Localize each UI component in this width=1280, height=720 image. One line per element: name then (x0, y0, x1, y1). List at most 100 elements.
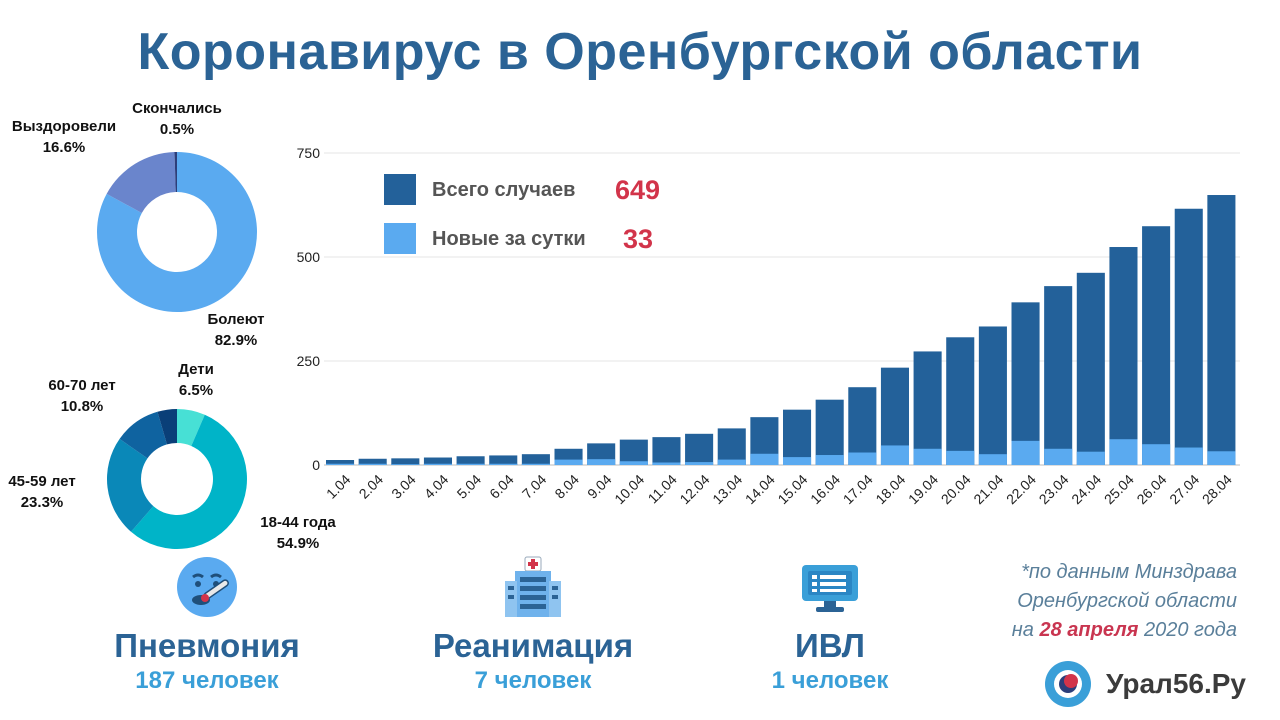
status-donut-slice-label: Выздоровели (12, 118, 116, 135)
status-donut-slice (96, 152, 257, 312)
age-donut-slice-value: 54.9% (277, 535, 320, 552)
stat-pneumonia-value: 187 человек (135, 667, 279, 694)
bar-new (880, 445, 910, 465)
bar-new (391, 464, 420, 465)
bar-total (1109, 247, 1138, 465)
bar-total (391, 458, 420, 465)
bar-new (554, 459, 583, 465)
bar-total (1044, 286, 1073, 465)
sick-face-thermometer-icon (177, 557, 237, 617)
x-tick-label: 17.04 (840, 471, 876, 507)
bar-total (521, 454, 550, 465)
bar-new (978, 454, 1007, 465)
source-note: *по данным Минздрава Оренбургской област… (917, 558, 1237, 645)
bar-total (1011, 302, 1040, 465)
y-tick-label: 250 (297, 353, 321, 369)
bar-total (913, 351, 942, 465)
x-tick-label: 8.04 (551, 471, 582, 502)
x-tick-label: 5.04 (454, 471, 485, 502)
age-donut-slice-value: 10.8% (61, 398, 104, 415)
bar-new (717, 459, 746, 465)
x-tick-label: 1.04 (323, 471, 354, 502)
bar-new (1174, 447, 1203, 465)
x-tick-label: 15.04 (774, 471, 810, 507)
x-tick-label: 2.04 (356, 471, 387, 502)
legend-value: 649 (615, 175, 660, 205)
x-tick-label: 26.04 (1133, 471, 1169, 507)
bar-new (358, 463, 387, 465)
bar-new (1142, 444, 1171, 465)
status-donut-chart: Болеют 82.9% Выздоровели 16.6% Скончались 0.5… (12, 100, 265, 349)
bar-total (358, 458, 387, 465)
bar-total (489, 455, 518, 465)
x-tick-label: 9.04 (584, 471, 615, 502)
age-donut-slice-label: Дети (178, 361, 214, 378)
source-date: 28 апреля (1039, 619, 1139, 641)
ventilator-monitor-icon (802, 565, 858, 612)
bar-total (619, 439, 648, 465)
x-tick-label: 13.04 (709, 471, 745, 507)
bar-total (326, 460, 355, 465)
bar-total (783, 409, 812, 465)
x-tick-label: 7.04 (519, 471, 550, 502)
x-tick-label: 20.04 (938, 471, 974, 507)
bar-new (652, 462, 681, 465)
stat-icu: Реанимация 7 человек (383, 555, 683, 695)
legend-swatch (384, 223, 416, 254)
age-donut-slice (131, 414, 247, 549)
stat-pneumonia-title: Пневмония (114, 627, 300, 664)
stat-ventilator: ИВЛ 1 человек (680, 555, 980, 695)
y-tick-label: 750 (297, 145, 321, 161)
bar-new (1011, 440, 1040, 465)
bar-new (815, 455, 844, 465)
status-donut-slice-value: 0.5% (160, 121, 194, 138)
x-tick-label: 25.04 (1101, 471, 1137, 507)
bar-new (1044, 448, 1073, 465)
bar-total (815, 399, 844, 465)
brand-name: Урал56.Ру (1106, 668, 1246, 699)
status-donut-slice (174, 152, 177, 193)
x-tick-label: 4.04 (421, 471, 452, 502)
x-tick-label: 24.04 (1068, 471, 1104, 507)
status-donut-slice (106, 152, 176, 213)
stat-ventilator-value: 1 человек (771, 667, 889, 694)
x-tick-label: 21.04 (970, 471, 1006, 507)
bar-total (848, 387, 877, 465)
stat-icu-title: Реанимация (432, 627, 634, 664)
age-donut-slice-label: 45-59 лет (8, 473, 75, 490)
source-prefix: на (1011, 619, 1034, 641)
source-line-3: на 28 апреля 2020 года (917, 616, 1237, 645)
bar-total (652, 437, 681, 465)
y-tick-label: 0 (312, 457, 320, 473)
age-donut-slice (157, 409, 177, 445)
x-tick-label: 12.04 (676, 471, 712, 507)
age-donut-slice (106, 438, 154, 532)
bar-new (1076, 451, 1105, 465)
bar-new (750, 453, 779, 465)
bar-new (946, 450, 975, 465)
bar-new (913, 448, 942, 465)
status-donut-slice-value: 82.9% (215, 332, 258, 349)
bar-new (783, 457, 812, 465)
bar-new (1207, 451, 1236, 465)
source-line-1: *по данным Минздрава (1021, 561, 1237, 583)
x-tick-label: 22.04 (1003, 471, 1039, 507)
bar-total (423, 457, 453, 465)
y-tick-label: 500 (297, 249, 321, 265)
x-tick-label: 11.04 (645, 471, 681, 507)
age-donut-slice-label: 60-70 лет (48, 377, 115, 394)
stat-icu-value: 7 человек (474, 667, 592, 694)
bar-total (1142, 226, 1171, 465)
bar-new (456, 463, 485, 465)
x-tick-label: 14.04 (742, 471, 778, 507)
bar-new (587, 459, 616, 465)
x-tick-label: 18.04 (872, 471, 908, 507)
hospital-icon (505, 556, 561, 617)
stat-ventilator-title: ИВЛ (795, 627, 865, 664)
brand-logo[interactable]: Урал56.Ру (1044, 660, 1246, 708)
bar-total (1174, 208, 1203, 465)
legend-swatch (384, 174, 416, 205)
bar-new (521, 463, 550, 465)
bar-total (685, 433, 714, 465)
